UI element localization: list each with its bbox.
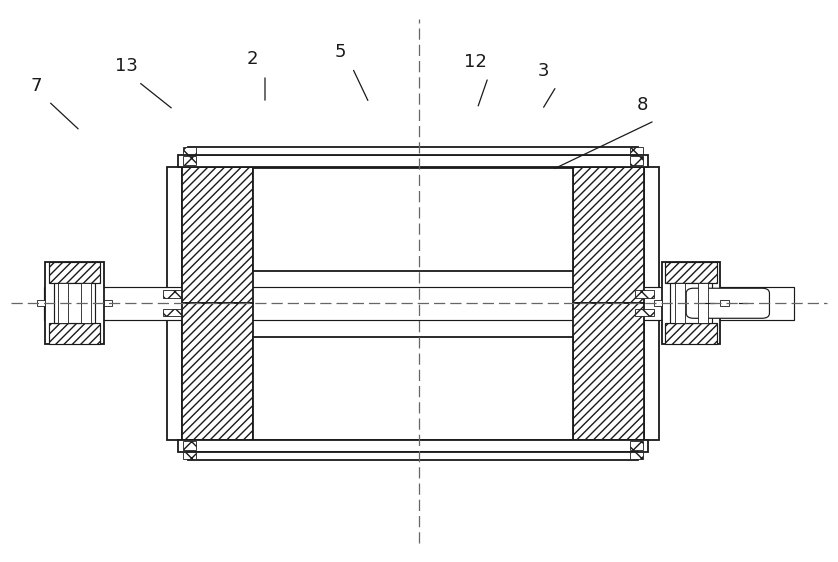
Text: 5: 5 (334, 43, 345, 61)
Bar (573, 167, 644, 303)
Bar (167, 167, 182, 439)
Bar (252, 337, 573, 439)
Bar (629, 452, 643, 459)
Bar (49, 323, 101, 345)
Text: 2: 2 (246, 51, 258, 69)
Bar (183, 441, 196, 450)
Bar (665, 323, 717, 345)
Bar (163, 309, 181, 316)
Bar (635, 291, 654, 298)
Bar (629, 147, 643, 154)
Bar (635, 309, 654, 316)
Bar (182, 167, 644, 303)
Bar (183, 156, 196, 165)
Bar (45, 262, 104, 345)
Bar (644, 167, 659, 439)
Bar (721, 301, 729, 306)
Bar (629, 441, 643, 450)
Bar (670, 283, 712, 323)
Bar (252, 168, 573, 271)
FancyBboxPatch shape (686, 288, 769, 318)
Bar (182, 167, 252, 303)
Bar (37, 301, 45, 306)
Bar (54, 283, 96, 323)
Bar (675, 283, 685, 323)
Bar (573, 303, 644, 439)
Bar (188, 452, 638, 460)
Bar (44, 287, 794, 320)
Bar (629, 156, 643, 165)
Bar (104, 301, 111, 306)
Bar (182, 303, 644, 439)
Bar (58, 283, 68, 323)
Bar (188, 147, 638, 155)
Text: 7: 7 (30, 76, 42, 94)
Bar (81, 283, 91, 323)
Bar (49, 262, 101, 283)
Text: 8: 8 (636, 96, 648, 114)
Bar (654, 301, 662, 306)
Text: 13: 13 (115, 57, 137, 75)
Bar (178, 155, 648, 167)
Bar (178, 439, 648, 452)
Bar (163, 291, 181, 298)
Bar (183, 452, 196, 459)
Bar (183, 147, 196, 154)
Bar (698, 283, 708, 323)
Bar (665, 262, 717, 283)
Bar (182, 303, 252, 439)
Text: 12: 12 (464, 53, 487, 71)
Bar (662, 262, 721, 345)
Text: 3: 3 (538, 62, 550, 80)
